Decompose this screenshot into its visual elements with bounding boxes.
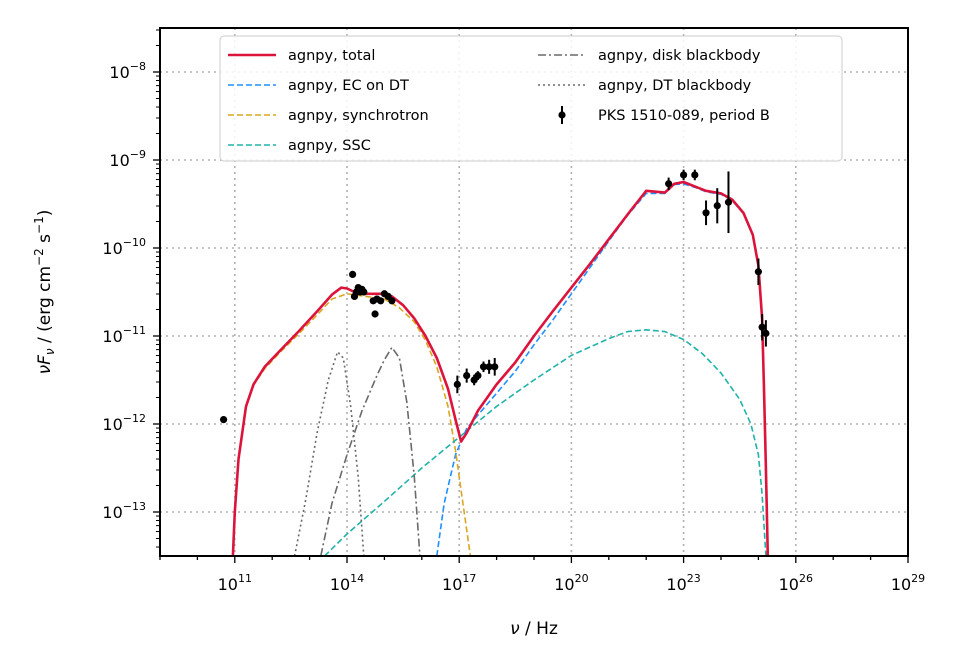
data-marker xyxy=(485,363,493,371)
data-point-20 xyxy=(485,359,493,374)
data-point-14 xyxy=(388,297,396,305)
data-marker xyxy=(453,380,461,388)
legend-entry-0: agnpy, total xyxy=(228,48,375,64)
data-marker xyxy=(474,372,482,380)
legend-entry-1: agnpy, EC on DT xyxy=(228,78,409,94)
data-point-30 xyxy=(762,320,770,347)
y-tick-label-2: 10−11 xyxy=(102,324,146,346)
data-point-25 xyxy=(702,200,710,226)
data-marker xyxy=(702,209,710,217)
data-marker xyxy=(713,202,721,210)
y-tick-label-5: 10−8 xyxy=(109,60,146,82)
data-point-11 xyxy=(377,297,385,305)
data-point-26 xyxy=(713,188,721,224)
legend-label: agnpy, DT blackbody xyxy=(598,78,752,94)
y-tick-label-4: 10−9 xyxy=(109,148,146,170)
legend-label: agnpy, EC on DT xyxy=(288,78,409,94)
data-point-29 xyxy=(758,314,766,341)
data-point-21 xyxy=(491,358,499,376)
data-marker xyxy=(371,310,379,318)
data-points-layer xyxy=(219,169,770,424)
legend-label: agnpy, synchrotron xyxy=(288,108,429,124)
y-tick-label-0: 10−13 xyxy=(102,500,146,522)
data-marker xyxy=(665,180,673,188)
data-point-15 xyxy=(453,375,461,394)
data-marker xyxy=(754,268,763,276)
series-layer xyxy=(231,180,770,556)
data-marker xyxy=(758,323,766,331)
data-marker xyxy=(680,171,688,179)
data-point-7 xyxy=(360,288,368,296)
data-marker xyxy=(762,329,770,337)
data-point-1 xyxy=(349,270,357,278)
data-point-0 xyxy=(219,416,228,424)
data-point-18 xyxy=(474,371,482,380)
legend-entry-3: agnpy, SSC xyxy=(228,138,371,154)
data-point-16 xyxy=(463,368,471,383)
legend-label: PKS 1510-089, period B xyxy=(598,108,770,124)
x-tick-label-6: 1029 xyxy=(891,572,925,594)
data-marker xyxy=(724,198,733,206)
data-marker xyxy=(388,297,396,305)
series-agnpy-ssc xyxy=(324,329,767,556)
data-marker xyxy=(360,288,368,296)
legend-entry-6: PKS 1510-089, period B xyxy=(558,106,770,124)
x-tick-label-4: 1023 xyxy=(666,572,700,594)
data-marker xyxy=(691,171,699,179)
data-marker xyxy=(491,363,499,371)
legend-label: agnpy, SSC xyxy=(288,138,371,154)
legend-label: agnpy, disk blackbody xyxy=(598,48,761,64)
x-axis-title: ν / Hz xyxy=(510,619,558,639)
data-point-24 xyxy=(691,169,699,181)
data-point-22 xyxy=(665,177,673,190)
data-marker xyxy=(479,363,488,371)
data-point-28 xyxy=(754,258,763,285)
x-tick-labels: 1011 1014 1017 1020 1023 1026 1029 xyxy=(218,572,926,594)
legend-entry-4: agnpy, disk blackbody xyxy=(538,48,761,64)
legend-box xyxy=(219,35,843,162)
data-point-23 xyxy=(680,169,688,181)
data-point-19 xyxy=(479,361,488,373)
y-tick-label-3: 10−10 xyxy=(102,236,146,258)
data-marker xyxy=(219,416,228,424)
legend-entry-5: agnpy, DT blackbody xyxy=(538,78,752,94)
y-tick-label-1: 10−12 xyxy=(102,412,146,434)
x-tick-label-0: 1011 xyxy=(218,572,252,594)
data-point-9 xyxy=(371,310,379,318)
series-agnpy-dt-blackbody xyxy=(293,351,365,556)
legend-marker-sample xyxy=(558,111,566,119)
data-marker xyxy=(463,372,471,380)
x-tick-label-5: 1026 xyxy=(779,572,813,594)
legend-label: agnpy, total xyxy=(288,48,375,64)
axis-ticks xyxy=(153,29,909,563)
x-tick-label-1: 1014 xyxy=(330,572,364,594)
data-marker xyxy=(377,297,385,305)
x-tick-label-3: 1020 xyxy=(554,572,588,594)
y-tick-labels: 10−13 10−12 10−11 10−10 10−9 10−8 xyxy=(102,60,146,522)
x-tick-label-2: 1017 xyxy=(442,572,476,594)
data-point-27 xyxy=(724,171,733,234)
legend: agnpy, total agnpy, EC on DT agnpy, synchr… xyxy=(219,35,843,162)
series-agnpy-total xyxy=(231,180,770,556)
data-marker xyxy=(349,270,357,278)
series-agnpy-disk-blackbody xyxy=(320,346,421,556)
legend-entry-2: agnpy, synchrotron xyxy=(228,108,429,124)
y-axis-title: νFν / (erg cm−2 s−1) xyxy=(32,210,57,375)
